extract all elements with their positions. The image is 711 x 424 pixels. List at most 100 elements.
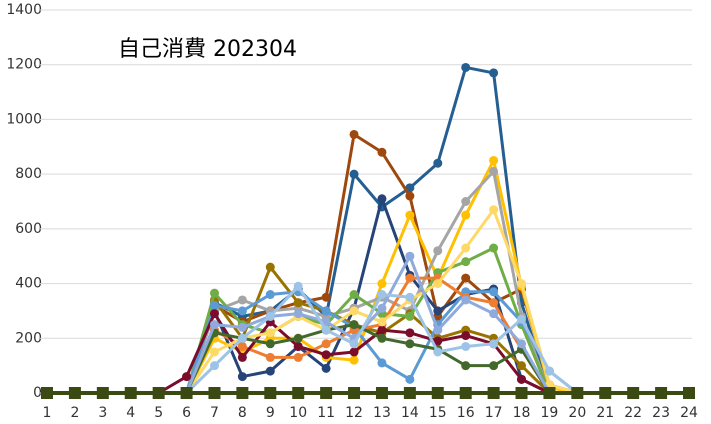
marker [377,317,387,327]
x-tick-label: 9 [266,405,275,421]
series-line [47,158,689,395]
marker [182,372,192,382]
marker [461,210,471,220]
marker [124,387,137,399]
x-tick-label: 18 [513,405,531,421]
marker [377,194,387,204]
x-tick-label: 1 [43,405,52,421]
x-tick-label: 4 [126,405,135,421]
y-tick-label: 1400 [6,2,42,18]
x-tick-label: 22 [624,405,642,421]
marker [489,309,499,319]
marker [461,243,471,253]
y-tick-label: 200 [15,330,42,346]
marker [405,374,415,384]
marker [433,325,443,335]
marker [265,352,275,362]
marker [209,300,219,310]
x-tick-label: 11 [317,405,335,421]
series-line [47,323,689,395]
marker [433,158,443,168]
marker [461,197,471,206]
marker [459,387,472,399]
x-tick-label: 23 [652,405,670,421]
marker [599,387,612,399]
marker [237,306,247,316]
marker [349,306,359,316]
marker [461,341,471,351]
marker [321,363,331,373]
marker [349,290,359,300]
marker [96,387,109,399]
marker [292,387,305,399]
marker [320,387,333,399]
marker [489,166,499,176]
marker [152,387,165,399]
marker [544,366,554,376]
marker [405,311,415,321]
marker [265,328,275,338]
marker [405,210,415,220]
x-tick-label: 10 [289,405,307,421]
marker [180,387,193,399]
marker [237,352,247,362]
marker [349,169,359,179]
marker [377,290,387,300]
marker [321,350,331,360]
marker [377,325,387,335]
x-tick-label: 14 [401,405,419,421]
x-tick-label: 16 [457,405,475,421]
marker [321,325,331,335]
marker [489,298,499,308]
marker [68,387,81,399]
marker [375,387,388,399]
marker [321,292,331,302]
marker [405,191,415,201]
y-tick-label: 0 [33,385,42,401]
marker [41,387,53,399]
marker [461,273,471,283]
marker [489,243,499,253]
marker [377,358,387,368]
x-tick-label: 3 [98,405,107,421]
marker [461,361,471,371]
marker [349,347,359,357]
marker [517,374,527,384]
marker [433,279,443,289]
marker [487,387,500,399]
marker [348,387,361,399]
marker [431,387,444,399]
marker [209,320,219,330]
marker [517,314,527,324]
y-tick-label: 1200 [6,57,42,73]
chart-title: 自己消費 202304 [118,37,297,62]
marker [209,309,219,319]
marker [403,387,416,399]
marker [265,366,275,376]
x-tick-label: 2 [70,405,79,421]
marker [489,361,499,371]
y-tick-label: 1000 [6,111,42,127]
marker [349,339,359,349]
marker [321,339,331,349]
marker [655,387,668,399]
marker [461,62,471,72]
series-line [47,169,689,395]
marker [627,387,640,399]
x-tick-label: 19 [541,405,559,421]
marker [461,257,471,267]
x-tick-label: 24 [680,405,698,421]
x-tick-label: 15 [429,405,447,421]
x-tick-label: 8 [238,405,247,421]
x-tick-label: 13 [373,405,391,421]
x-tick-label: 5 [154,405,163,421]
marker [236,387,249,399]
marker [433,336,443,346]
marker [517,279,527,289]
marker [293,309,303,319]
marker [405,328,415,338]
marker [293,333,303,343]
marker [209,288,219,298]
marker [461,331,471,341]
